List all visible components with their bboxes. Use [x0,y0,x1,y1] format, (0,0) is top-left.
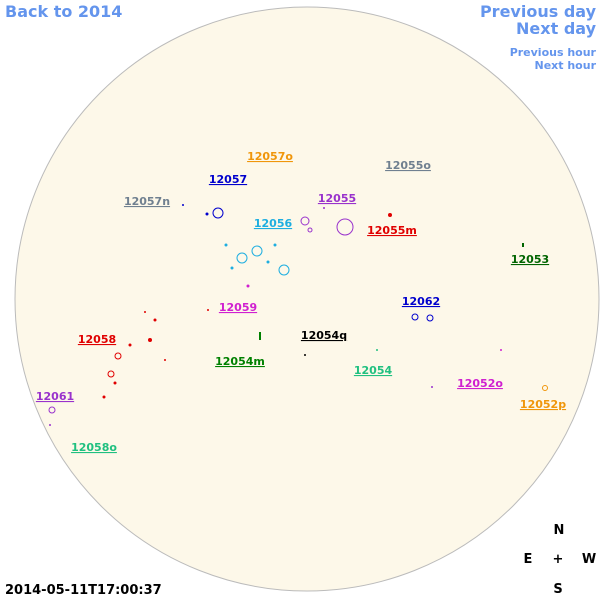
region-label[interactable]: 12053 [511,253,549,266]
back-link[interactable]: Back to 2014 [5,2,122,21]
compass-west: W [582,552,596,567]
previous-hour-link[interactable]: Previous hour [510,46,597,59]
region-label[interactable]: 12061 [36,390,74,403]
sunspot [323,207,325,209]
sunspot [259,332,261,340]
region-label[interactable]: 12056 [254,217,293,230]
sunspot [224,243,228,247]
sunspot [307,227,313,233]
compass-east: E [524,552,533,567]
sunspot [304,354,306,356]
region-label[interactable]: 12054m [215,355,265,368]
region-label[interactable]: 12052o [457,377,503,390]
sunspot [182,204,184,206]
sunspot [48,406,56,414]
sunspot [153,318,157,322]
sunspot [376,349,378,351]
region-label[interactable]: 12058 [78,333,116,346]
solar-disk [14,6,600,592]
sunspot [300,216,310,226]
region-label[interactable]: 12062 [402,295,440,308]
sunspot [426,314,434,322]
region-label[interactable]: 12057n [124,195,170,208]
previous-day-link[interactable]: Previous day [480,2,597,21]
sunspot [278,264,290,276]
timestamp: 2014-05-11T17:00:37 [5,583,162,598]
region-label[interactable]: 12055o [385,159,431,172]
sunspot [273,243,277,247]
sunspot [411,313,419,321]
sunspot [205,212,209,216]
sunspot [164,359,166,361]
sunspot [431,386,433,388]
region-label[interactable]: 12057o [247,150,293,163]
region-label[interactable]: 12055 [318,192,356,205]
sunspot [230,266,234,270]
sunspot [144,311,146,313]
sunspot [336,218,354,236]
sunspot [114,352,122,360]
compass-north: N [554,523,565,538]
region-label[interactable]: 12057 [209,173,247,186]
region-label[interactable]: 12052p [520,398,566,411]
compass-south: S [553,582,562,597]
sunspot [251,245,263,257]
region-label[interactable]: 12059 [219,301,257,314]
sunspot [128,343,132,347]
next-hour-link[interactable]: Next hour [535,59,597,72]
sunspot [500,349,502,351]
sunspot [113,381,117,385]
sunspot [236,252,248,264]
sunspot [542,385,548,391]
compass-center: + [553,552,564,567]
sunspot [266,260,270,264]
sunspot [207,309,209,311]
region-labels: 12057o 12055o 12057 12057n 12055 12056 12055m 1… [36,150,566,454]
sunspot [212,207,224,219]
sunspot [148,338,152,342]
sunspots [48,204,548,426]
sunspot [102,395,106,399]
sunspot [388,213,392,217]
region-label[interactable]: 12054q [301,329,347,342]
next-day-link[interactable]: Next day [516,19,597,38]
sunspot [107,370,115,378]
region-label[interactable]: 12058o [71,441,117,454]
sunspot [49,424,51,426]
region-label[interactable]: 12055m [367,224,417,237]
sunspot [522,243,524,247]
region-label[interactable]: 12054 [354,364,393,377]
sunspot [246,284,250,288]
